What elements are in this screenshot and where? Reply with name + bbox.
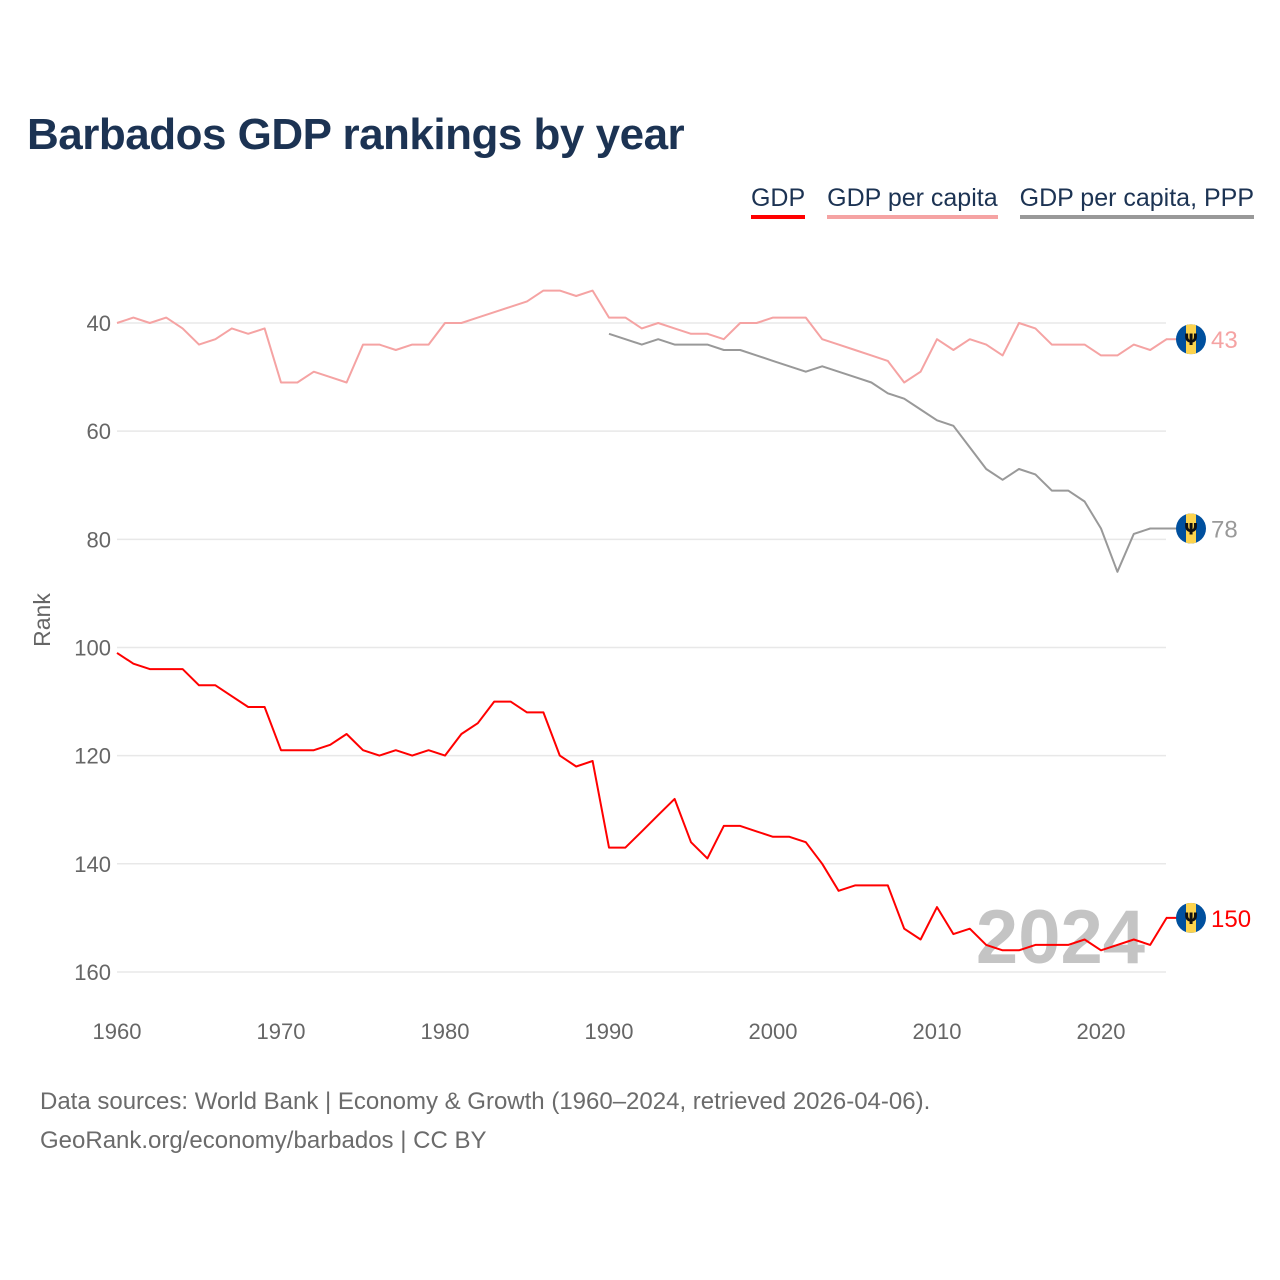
end-value-label: 150	[1211, 906, 1251, 933]
trident-icon: Ψ	[1184, 520, 1198, 539]
x-tick-label: 2000	[749, 1019, 798, 1044]
trident-icon: Ψ	[1184, 330, 1198, 349]
y-axis-label: Rank	[29, 593, 55, 647]
y-tick-label: 120	[74, 744, 111, 769]
end-marker: Ψ 78	[1166, 513, 1238, 544]
x-tick-label: 2010	[913, 1019, 962, 1044]
legend-item-gdp[interactable]: GDP	[750, 184, 806, 219]
x-tick-label: 1980	[421, 1019, 470, 1044]
trident-icon: Ψ	[1184, 909, 1198, 928]
end-marker: Ψ 150	[1166, 902, 1251, 933]
series-line-1	[116, 289, 1168, 384]
flag-body: Ψ	[1176, 902, 1206, 933]
x-tick-label: 1960	[93, 1019, 142, 1044]
y-tick-label: 160	[74, 960, 111, 985]
flag-gold	[1186, 902, 1196, 933]
footer-sources: Data sources: World Bank | Economy & Gro…	[40, 1088, 931, 1115]
y-tick-label: 140	[74, 852, 111, 877]
legend-item-gdp-per-capita-ppp[interactable]: GDP per capita, PPP	[1019, 184, 1254, 219]
barbados-flag-icon: Ψ	[1176, 324, 1206, 355]
y-tick-label: 100	[74, 635, 111, 660]
y-tick-label: 40	[87, 311, 111, 336]
series-line-2	[608, 332, 1167, 573]
barbados-flag-icon: Ψ	[1176, 902, 1206, 933]
y-tick-label: 60	[87, 419, 111, 444]
series-line-0	[116, 652, 1168, 952]
end-value-label: 43	[1211, 327, 1238, 354]
legend: GDP GDP per capita GDP per capita, PPP	[750, 184, 1254, 219]
x-tick-label: 1970	[257, 1019, 306, 1044]
footer-attribution[interactable]: GeoRank.org/economy/barbados | CC BY	[40, 1127, 487, 1154]
y-tick-label: 80	[87, 527, 111, 552]
flag-body: Ψ	[1176, 513, 1206, 544]
legend-item-gdp-per-capita[interactable]: GDP per capita	[827, 184, 998, 219]
flag-body: Ψ	[1176, 324, 1206, 355]
flag-gold	[1186, 324, 1196, 355]
end-value-label: 78	[1211, 517, 1238, 544]
end-marker: Ψ 43	[1166, 324, 1238, 355]
x-tick-label: 1990	[585, 1019, 634, 1044]
flag-gold	[1186, 513, 1196, 544]
year-watermark: 2024	[976, 895, 1145, 980]
chart-title: Barbados GDP rankings by year	[27, 110, 685, 159]
barbados-flag-icon: Ψ	[1176, 513, 1206, 544]
x-tick-label: 2020	[1077, 1019, 1126, 1044]
